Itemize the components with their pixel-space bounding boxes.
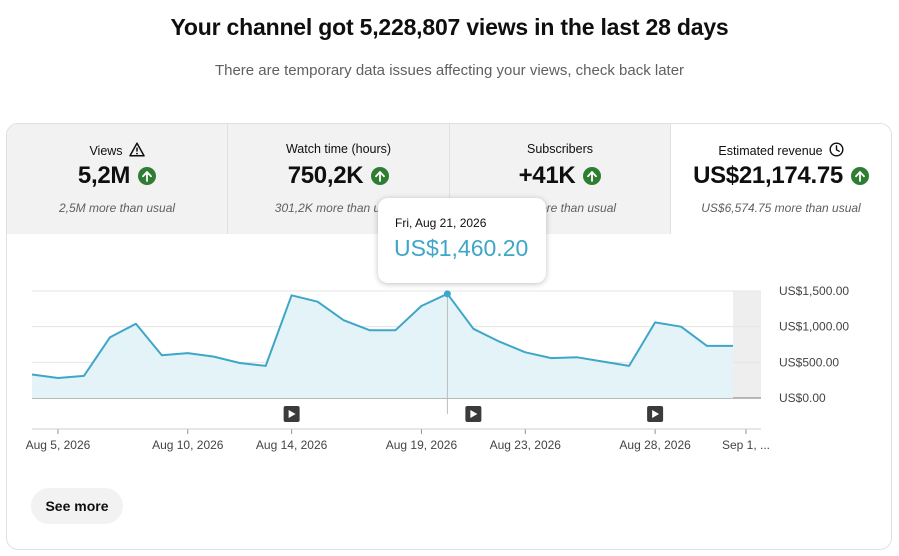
- tab-label: Estimated revenue: [718, 144, 823, 158]
- y-tick-label: US$0.00: [779, 391, 826, 405]
- play-icon: [288, 410, 296, 418]
- tab-note: 2,5M more than usual: [58, 201, 176, 215]
- tab-label: Views: [89, 144, 123, 158]
- arrow-up-icon: [583, 167, 602, 185]
- revenue-chart[interactable]: US$1,500.00 US$1,000.00 US$500.00 US$0.00 Au…: [7, 234, 891, 474]
- tab-label: Watch time (hours): [285, 142, 392, 156]
- tab-value: US$21,174.75: [693, 162, 843, 189]
- arrow-up-icon: [138, 167, 157, 185]
- clock-icon: [829, 142, 844, 160]
- data-issue-notice: There are temporary data issues affectin…: [214, 62, 685, 79]
- y-tick-label: US$1,500.00: [779, 284, 849, 298]
- warning-icon: [128, 142, 145, 160]
- tooltip-value: US$1,460.20: [394, 235, 529, 261]
- tab-value: +41K: [518, 162, 576, 189]
- metric-tabs: Views 5,2M 2,5M more than usual Watch ti…: [7, 124, 891, 234]
- highlighted-data-point[interactable]: [443, 290, 451, 298]
- tab-label: Subscribers: [527, 142, 593, 156]
- revenue-chart-svg[interactable]: US$1,500.00 US$1,000.00 US$500.00 US$0.00 Au…: [7, 234, 891, 474]
- tab-value: 5,2M: [77, 162, 131, 189]
- y-tick-label: US$1,000.00: [779, 320, 849, 334]
- chart-tooltip: Fri, Aug 21, 2026 US$1,460.20: [378, 198, 546, 283]
- arrow-up-icon: [850, 167, 869, 185]
- see-more-button[interactable]: See more: [31, 488, 123, 524]
- play-icon: [652, 410, 660, 418]
- x-tick-label: Aug 23, 2026: [490, 438, 562, 452]
- revenue-area: [32, 293, 733, 398]
- tab-estimated-revenue[interactable]: Estimated revenue US$21,174.75 US$6,574.…: [671, 124, 891, 234]
- x-tick-label: Aug 14, 2026: [256, 438, 328, 452]
- tab-note: 301,2K more than usual: [274, 201, 403, 215]
- x-tick-label: Aug 28, 2026: [619, 438, 691, 452]
- page-title: Your channel got 5,228,807 views in the …: [170, 14, 729, 40]
- x-tick-label: Aug 19, 2026: [386, 438, 458, 452]
- revenue-line: [31, 292, 733, 379]
- analytics-card: Views 5,2M 2,5M more than usual Watch ti…: [6, 123, 892, 550]
- tab-value: 750,2K: [287, 162, 364, 189]
- tooltip-date: Fri, Aug 21, 2026: [395, 216, 487, 230]
- x-tick-label: Sep 1, ...: [722, 438, 770, 452]
- x-tick-label: Aug 5, 2026: [26, 438, 91, 452]
- arrow-up-icon: [371, 167, 390, 185]
- tab-views[interactable]: Views 5,2M 2,5M more than usual: [7, 124, 228, 234]
- y-tick-label: US$500.00: [779, 355, 839, 369]
- play-icon: [470, 410, 478, 418]
- tab-note: more than usual: [530, 201, 617, 215]
- incomplete-period-shade: [733, 291, 761, 398]
- tab-note: US$6,574.75 more than usual: [701, 201, 861, 215]
- x-tick-label: Aug 10, 2026: [152, 438, 224, 452]
